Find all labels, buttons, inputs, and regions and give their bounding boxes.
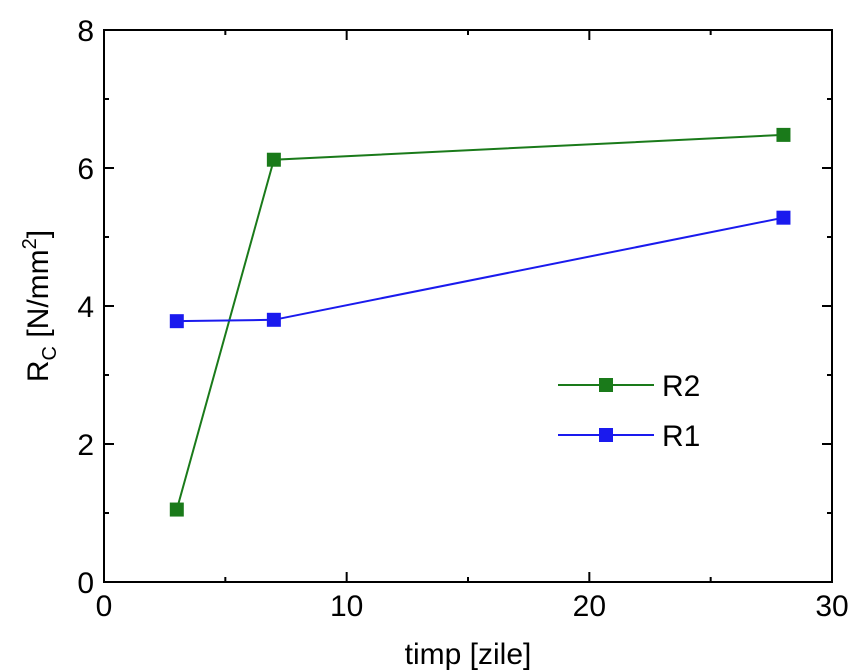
- x-tick-label: 10: [330, 590, 363, 623]
- data-point-r1: [776, 210, 791, 225]
- legend-marker-r2: [599, 378, 613, 392]
- y-axis-title-base: R: [22, 360, 55, 382]
- y-axis-ticks: 0 2 4 6 8: [77, 15, 832, 600]
- y-tick-label: 2: [77, 429, 94, 462]
- data-point-r2: [266, 152, 281, 167]
- series-line-r1: [176, 216, 784, 323]
- y-axis-title-subscript: C: [39, 346, 61, 360]
- x-axis-ticks: 0 10 20 30: [96, 30, 849, 623]
- x-tick-label: 30: [815, 590, 848, 623]
- y-tick-label: 8: [77, 15, 94, 48]
- legend: R2 R1: [558, 370, 700, 453]
- data-point-r1: [266, 312, 281, 327]
- legend-label-r1: R1: [662, 420, 700, 453]
- y-axis-title-superscript: 2: [19, 238, 41, 249]
- plot-area-frame: [103, 29, 833, 583]
- x-tick-label: 0: [96, 590, 113, 623]
- y-axis-title: RC [N/mm2]: [19, 230, 61, 382]
- x-axis-title: timp [zile]: [405, 638, 532, 671]
- x-tick-label: 20: [573, 590, 606, 623]
- y-axis-title-unit-prefix: [N/mm: [22, 249, 55, 346]
- data-point-r2: [776, 127, 791, 142]
- legend-label-r2: R2: [662, 370, 700, 403]
- y-tick-label: 4: [77, 291, 94, 324]
- y-axis-title-unit-suffix: ]: [22, 230, 55, 238]
- data-point-r1: [169, 314, 184, 329]
- y-tick-label: 6: [77, 153, 94, 186]
- y-tick-label: 0: [77, 567, 94, 600]
- legend-marker-r1: [599, 428, 613, 442]
- series-layer: [169, 127, 791, 517]
- data-point-r2: [169, 502, 184, 517]
